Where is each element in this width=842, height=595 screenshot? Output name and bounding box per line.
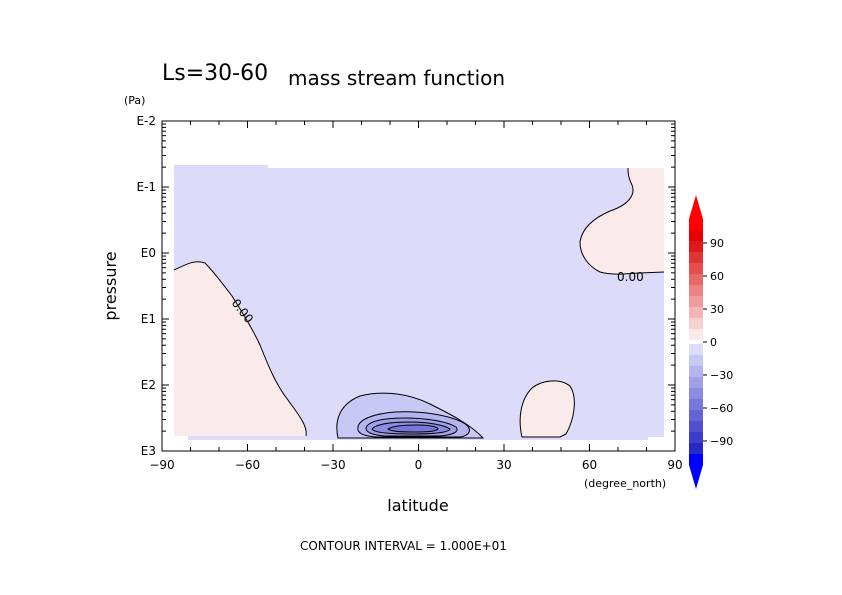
y-tick-label: E2	[141, 378, 156, 392]
contour-neg-50	[387, 424, 439, 433]
colorbar-band-negative	[689, 344, 703, 355]
colorbar-band-positive	[689, 329, 703, 340]
x-unit-label: (degree_north)	[584, 477, 666, 490]
colorbar-band-positive	[689, 307, 703, 318]
colorbar-band-positive	[689, 230, 703, 241]
y-tick-label: E3	[141, 444, 156, 458]
contour-zero-left	[173, 261, 307, 437]
contour-interval-note: CONTOUR INTERVAL = 1.000E+01	[300, 539, 507, 553]
y-tick-label: E0	[141, 246, 156, 260]
colorbar-label: 0	[710, 336, 717, 349]
field-positive-region-bottom	[519, 380, 575, 438]
colorbar-bottom-arrow	[689, 465, 703, 489]
colorbar-band-negative	[689, 443, 703, 454]
x-tick-label: 60	[582, 458, 597, 472]
x-tick-label: −90	[149, 458, 174, 472]
colorbar-zero-band	[689, 340, 703, 344]
y-unit-label: (Pa)	[124, 94, 145, 107]
chart-title-prefix: Ls=30-60	[162, 61, 268, 86]
colorbar-label: 30	[710, 303, 724, 316]
y-axis-label: pressure	[101, 251, 120, 320]
y-axis: E-2 E-1 E0 E1 E2 E3	[136, 114, 675, 458]
y-tick-label: E1	[141, 312, 156, 326]
colorbar-band-negative	[689, 410, 703, 421]
x-tick-label: 90	[667, 458, 682, 472]
colorbar-band-negative	[689, 454, 703, 465]
colorbar-band-positive	[689, 241, 703, 252]
x-axis-label: latitude	[387, 496, 448, 515]
colorbar-band-positive	[689, 318, 703, 329]
colorbar-band-negative	[689, 366, 703, 377]
field-positive-region-topright	[580, 168, 664, 275]
x-axis: −90 −60 −30 0 30 60 90	[149, 121, 683, 472]
colorbar-band-positive	[689, 296, 703, 307]
x-tick-label: −30	[320, 458, 345, 472]
colorbar-label: −30	[710, 369, 733, 382]
colorbar-band-positive	[689, 219, 703, 230]
colorbar-label: 60	[710, 270, 724, 283]
x-tick-label: 30	[496, 458, 511, 472]
contour-zero-topright	[579, 167, 665, 275]
colorbar-band-negative	[689, 399, 703, 410]
colorbar-band-positive	[689, 263, 703, 274]
colorbar-label: −60	[710, 402, 733, 415]
colorbar-band-negative	[689, 388, 703, 399]
contour-label-right: 0.00	[617, 270, 644, 284]
colorbar-band-positive	[689, 274, 703, 285]
chart-title: mass stream function	[288, 66, 505, 90]
colorbar-label: −90	[710, 435, 733, 448]
colorbar-top-arrow	[689, 195, 703, 219]
colorbar-band-negative	[689, 377, 703, 388]
y-tick-label: E-2	[136, 114, 156, 128]
colorbar-band-negative	[689, 421, 703, 432]
x-tick-label: −60	[235, 458, 260, 472]
y-tick-label: E-1	[136, 180, 156, 194]
field-negative-region	[174, 165, 664, 440]
colorbar: 90 60 30 0 −30 −60 −90	[689, 195, 733, 489]
x-tick-label: 0	[415, 458, 423, 472]
colorbar-band-negative	[689, 355, 703, 366]
colorbar-band-positive	[689, 285, 703, 296]
field-positive-region-left	[174, 261, 307, 436]
colorbar-band-positive	[689, 252, 703, 263]
colorbar-band-negative	[689, 432, 703, 443]
colorbar-label: 90	[710, 237, 724, 250]
